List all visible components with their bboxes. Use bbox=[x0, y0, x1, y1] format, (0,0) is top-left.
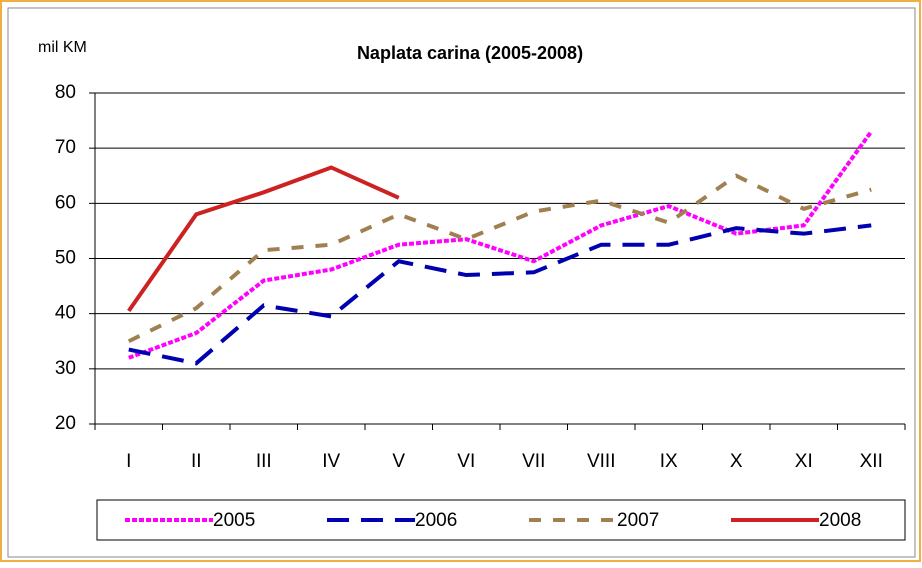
x-tick-label: V bbox=[392, 451, 405, 472]
y-axis-label: mil KM bbox=[38, 39, 87, 56]
legend-label: 2006 bbox=[415, 510, 457, 531]
legend-label: 2007 bbox=[617, 510, 659, 531]
y-tick-label: 50 bbox=[55, 248, 76, 269]
legend-label: 2008 bbox=[819, 510, 861, 531]
chart-area bbox=[7, 7, 916, 558]
x-tick-label: IX bbox=[660, 451, 678, 472]
x-tick-label: VII bbox=[522, 451, 545, 472]
y-tick-label: 60 bbox=[55, 192, 76, 213]
x-tick-label: XII bbox=[860, 451, 883, 472]
x-tick-label: III bbox=[256, 451, 272, 472]
x-tick-label: IV bbox=[322, 451, 340, 472]
y-tick-label: 30 bbox=[55, 358, 76, 379]
series-line bbox=[128, 223, 872, 366]
x-tick-label: VI bbox=[457, 451, 475, 472]
chart-title: Naplata carina (2005-2008) bbox=[357, 43, 583, 63]
x-tick-label: I bbox=[126, 451, 131, 472]
y-tick-label: 80 bbox=[55, 82, 76, 103]
y-tick-label: 40 bbox=[55, 303, 76, 324]
x-tick-label: VIII bbox=[587, 451, 616, 472]
x-tick-label: X bbox=[730, 451, 743, 472]
series-line bbox=[127, 165, 400, 313]
series-line bbox=[128, 130, 873, 360]
x-tick-label: XI bbox=[795, 451, 813, 472]
x-tick-label: II bbox=[191, 451, 202, 472]
series-line bbox=[127, 173, 872, 344]
y-tick-label: 20 bbox=[55, 413, 76, 434]
legend-label: 2005 bbox=[213, 510, 255, 531]
y-tick-label: 70 bbox=[55, 137, 76, 158]
